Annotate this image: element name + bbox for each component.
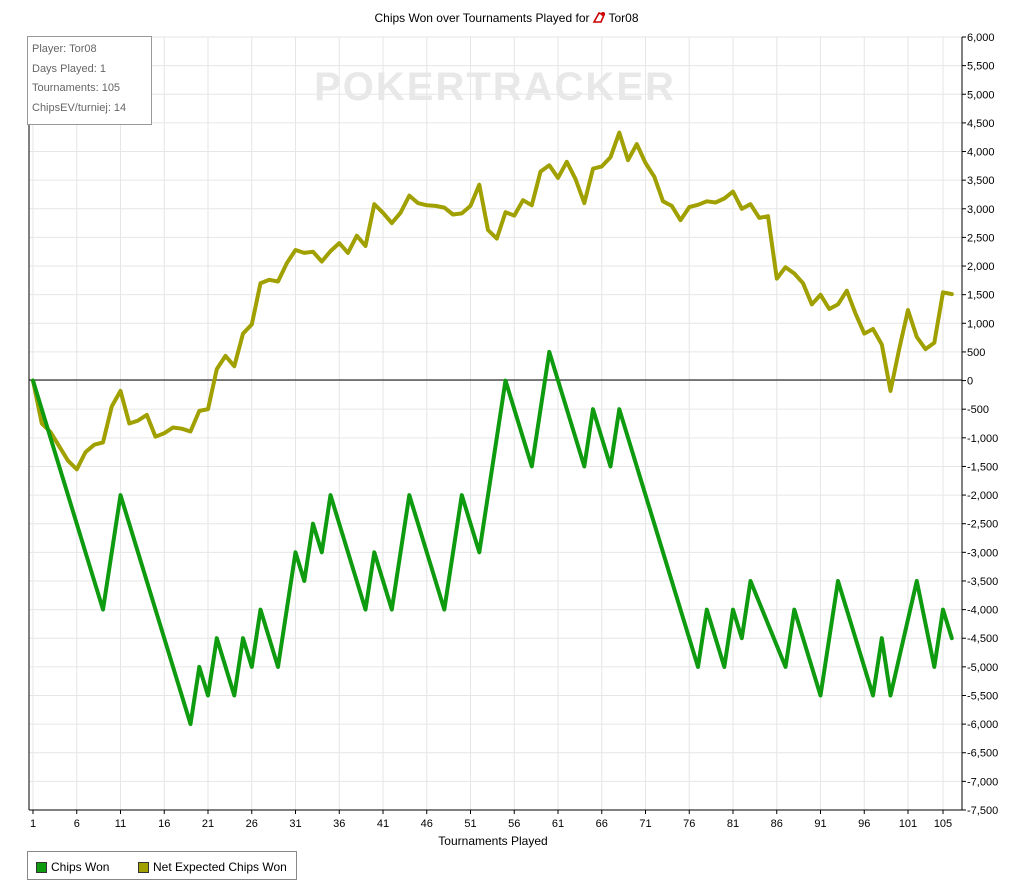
- x-tick-label: 1: [30, 818, 36, 830]
- y-tick-label: -4,000: [967, 605, 998, 617]
- series-line-chips-won: [31, 349, 954, 727]
- y-tick-label: -7,000: [967, 776, 998, 788]
- y-tick-label: -2,500: [967, 519, 998, 531]
- x-tick-label: 6: [74, 818, 80, 830]
- chart-title: Chips Won over Tournaments Played for Tor…: [0, 11, 1013, 27]
- pokerstars-logo-icon: [592, 11, 606, 27]
- y-tick-label: -3,500: [967, 576, 998, 588]
- y-tick-label: -1,500: [967, 461, 998, 473]
- y-tick-label: 500: [967, 347, 985, 359]
- legend-item-chips-won: Chips Won: [36, 860, 109, 874]
- info-tournaments: Tournaments: 105: [32, 82, 121, 94]
- y-tick-label: 2,000: [967, 261, 995, 273]
- y-tick-label: 2,500: [967, 232, 995, 244]
- y-tick-label: -1,000: [967, 433, 998, 445]
- series-layer: [31, 130, 954, 727]
- y-tick-label: 1,500: [967, 290, 995, 302]
- x-tick-label: 31: [289, 818, 301, 830]
- x-tick-label: 66: [596, 818, 608, 830]
- legend-item-net-expected: Net Expected Chips Won: [138, 860, 287, 874]
- x-axis-ticks: 1 6 11 16 21 26 31 36 41 46 51 56 61 66 71 76 81 86 91 96 10…: [30, 810, 952, 830]
- y-tick-label: 1,000: [967, 318, 995, 330]
- legend-label-net-expected: Net Expected Chips Won: [153, 860, 287, 874]
- y-tick-label: 0: [967, 376, 973, 388]
- y-tick-label: 4,500: [967, 118, 995, 130]
- y-axis-ticks: 6,000 5,500 5,000 4,500 4,000 3,500 3,000 2,500…: [962, 32, 998, 817]
- y-tick-label: -500: [967, 404, 989, 416]
- x-tick-label: 101: [899, 818, 917, 830]
- chart-title-player: Tor08: [608, 11, 639, 25]
- legend: Chips Won Net Expected Chips Won: [27, 851, 297, 880]
- x-tick-label: 46: [421, 818, 433, 830]
- x-tick-label: 26: [246, 818, 258, 830]
- y-tick-label: -6,000: [967, 719, 998, 731]
- x-tick-label: 56: [508, 818, 520, 830]
- x-tick-label: 41: [377, 818, 389, 830]
- x-tick-label: 91: [814, 818, 826, 830]
- y-tick-label: -6,500: [967, 748, 998, 760]
- y-tick-label: -5,000: [967, 662, 998, 674]
- player-info-box: Player: Tor08 Days Played: 1 Tournaments…: [27, 36, 152, 125]
- y-tick-label: -7,500: [967, 805, 998, 817]
- grid-lines: [29, 36, 962, 811]
- y-tick-label: 5,000: [967, 89, 995, 101]
- x-tick-label: 105: [934, 818, 952, 830]
- y-tick-label: 4,000: [967, 147, 995, 159]
- legend-swatch-chips-won: [36, 861, 47, 873]
- x-tick-label: 16: [158, 818, 170, 830]
- y-tick-label: -4,500: [967, 633, 998, 645]
- y-tick-label: -2,000: [967, 490, 998, 502]
- x-tick-label: 51: [464, 818, 476, 830]
- info-chips-ev: ChipsEV/turniej: 14: [32, 101, 127, 114]
- x-tick-label: 36: [333, 818, 345, 830]
- legend-swatch-net-expected: [138, 861, 149, 873]
- info-days-played: Days Played: 1: [32, 62, 106, 75]
- series-line-net-expected: [31, 130, 954, 472]
- info-player: Player: Tor08: [32, 43, 97, 55]
- x-tick-label: 61: [552, 818, 564, 830]
- y-tick-label: 3,000: [967, 204, 995, 216]
- x-axis-label: Tournaments Played: [438, 834, 547, 848]
- legend-label-chips-won: Chips Won: [51, 860, 110, 874]
- y-tick-label: 3,500: [967, 175, 995, 187]
- x-tick-label: 81: [727, 818, 739, 830]
- x-tick-label: 76: [683, 818, 695, 830]
- x-tick-label: 86: [771, 818, 783, 830]
- y-tick-label: 6,000: [967, 32, 995, 44]
- y-tick-label: -5,500: [967, 690, 998, 702]
- x-tick-label: 11: [115, 818, 126, 830]
- y-tick-label: -3,000: [967, 547, 998, 559]
- chart-title-text: Chips Won over Tournaments Played for: [374, 11, 590, 25]
- x-tick-label: 96: [858, 818, 870, 830]
- x-tick-label: 71: [639, 818, 651, 830]
- watermark: POKERTRACKER: [314, 65, 676, 109]
- y-tick-label: 5,500: [967, 61, 995, 73]
- x-tick-label: 21: [202, 818, 214, 830]
